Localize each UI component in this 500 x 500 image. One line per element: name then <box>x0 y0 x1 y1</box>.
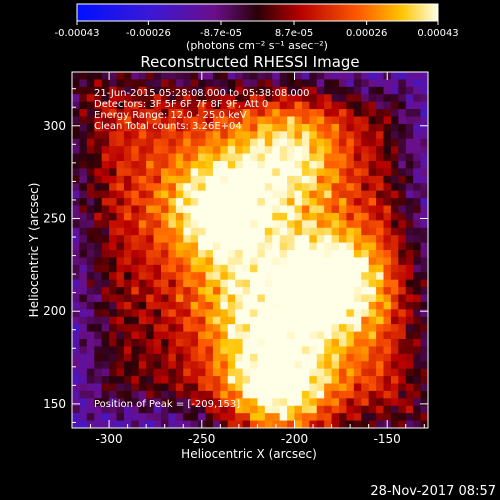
annotation-line: Detectors: 3F 5F 6F 7F 8F 9F, Att 0 <box>94 99 268 110</box>
x-tick-label: -200 <box>281 432 308 446</box>
y-axis-label: Heliocentric Y (arcsec) <box>27 183 41 318</box>
annotation-line: Clean Total counts: 3.26E+04 <box>94 121 242 132</box>
x-axis-ticks: -300 -250 -200 -150 <box>71 72 425 446</box>
x-axis-label: Heliocentric X (arcsec) <box>181 447 317 461</box>
colorbar-tick-label: 0.00043 <box>417 28 458 39</box>
colorbar-ticks: -0.00043 -0.00026 -8.7e-05 8.7e-05 0.00026 0.… <box>55 21 459 39</box>
y-tick-label: 300 <box>43 119 66 133</box>
annotation-line: Energy Range: 12.0 - 25.0 keV <box>94 110 247 121</box>
colorbar-tick-label: 0.00026 <box>346 28 387 39</box>
x-tick-label: -300 <box>95 432 122 446</box>
colorbar-tick-label: -8.7e-05 <box>200 28 242 39</box>
colorbar-tick-label: -0.00043 <box>55 28 100 39</box>
chart-title: Reconstructed RHESSI Image <box>140 53 359 71</box>
footer-timestamp: 28-Nov-2017 08:57 <box>370 484 496 499</box>
x-tick-label: -150 <box>374 432 401 446</box>
y-tick-label: 250 <box>43 211 66 225</box>
y-tick-label: 200 <box>43 304 66 318</box>
colorbar: -0.00043 -0.00026 -8.7e-05 8.7e-05 0.00026 0.… <box>55 3 459 52</box>
info-annotations: 21-Jun-2015 05:28:08.000 to 05:38:08.000… <box>94 88 310 132</box>
peak-position-label: Position of Peak = [-209,153] <box>94 399 240 410</box>
colorbar-tick-label: -0.00026 <box>126 28 171 39</box>
annotation-line: 21-Jun-2015 05:28:08.000 to 05:38:08.000 <box>94 88 310 99</box>
colorbar-units-label: (photons cm⁻² s⁻¹ asec⁻²) <box>186 39 328 52</box>
heatmap-image <box>72 72 428 428</box>
colorbar-tick-label: 8.7e-05 <box>275 28 313 39</box>
plot-frame <box>71 71 429 429</box>
colorbar-gradient <box>76 3 439 22</box>
y-tick-label: 150 <box>43 397 66 411</box>
y-axis-ticks: 150 200 250 300 <box>43 88 428 423</box>
x-tick-label: -250 <box>188 432 215 446</box>
